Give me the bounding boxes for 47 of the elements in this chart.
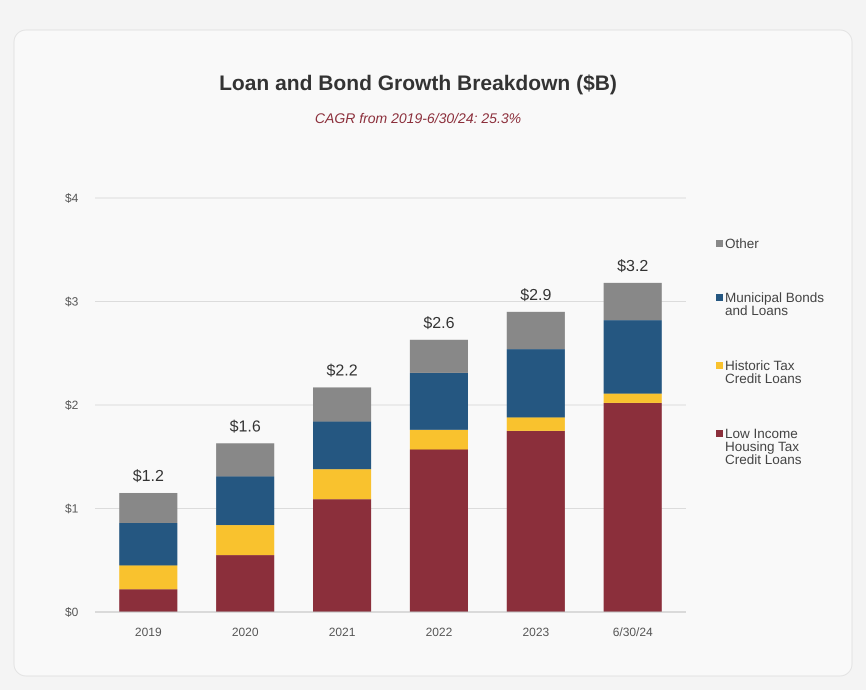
y-tick-label: $1: [65, 502, 79, 516]
bar: [119, 565, 178, 590]
bar: [506, 417, 565, 431]
bar: [312, 422, 372, 470]
bar: [410, 430, 468, 450]
bar: [604, 282, 662, 320]
y-tick-label: $2: [65, 398, 79, 412]
bar: [312, 499, 372, 612]
total-label: $2.2: [326, 362, 358, 380]
bar: [216, 555, 274, 612]
y-tick-label: $4: [65, 191, 79, 206]
chart-title: Loan and Bond Growth Breakdown ($B): [219, 72, 617, 95]
total-label: $2.6: [423, 314, 455, 332]
bar: [216, 443, 274, 476]
legend-label: Historic Tax Credit Loans: [725, 358, 802, 386]
y-tick-label: $0: [65, 605, 79, 620]
bar: [119, 522, 178, 566]
bar: [312, 469, 372, 500]
legend-label: Other: [725, 236, 760, 251]
total-label: $3.2: [617, 258, 648, 275]
bar: [216, 476, 274, 526]
bar: [604, 320, 662, 394]
x-tick-label: 2022: [426, 625, 453, 639]
bar: [410, 450, 468, 612]
bar: [312, 387, 372, 422]
bar: [506, 430, 565, 612]
bar: [604, 402, 662, 612]
bar: [506, 349, 565, 418]
bar: [506, 312, 565, 350]
bar: [119, 492, 178, 523]
total-label: $2.9: [520, 286, 552, 304]
legend-label: Low Income Housing Tax Credit Loans: [725, 426, 802, 467]
bar: [410, 372, 468, 430]
bar: [410, 340, 468, 373]
y-tick-label: $3: [65, 294, 79, 309]
x-tick-label: 2023: [522, 625, 550, 639]
x-tick-label: 2020: [232, 625, 259, 639]
bar: [119, 589, 178, 612]
x-tick-label: 2021: [328, 625, 356, 639]
total-label: $1.2: [132, 468, 164, 485]
x-tick-label: 6/30/24: [612, 625, 654, 639]
x-tick-label: 2019: [134, 625, 162, 639]
bar: [604, 394, 662, 403]
bar: [216, 525, 274, 556]
legend-label: Municipal Bonds and Loans: [725, 290, 824, 318]
chart-subtitle: CAGR from 2019-6/30/24: 25.3%: [314, 110, 522, 126]
total-label: $1.6: [230, 418, 261, 436]
